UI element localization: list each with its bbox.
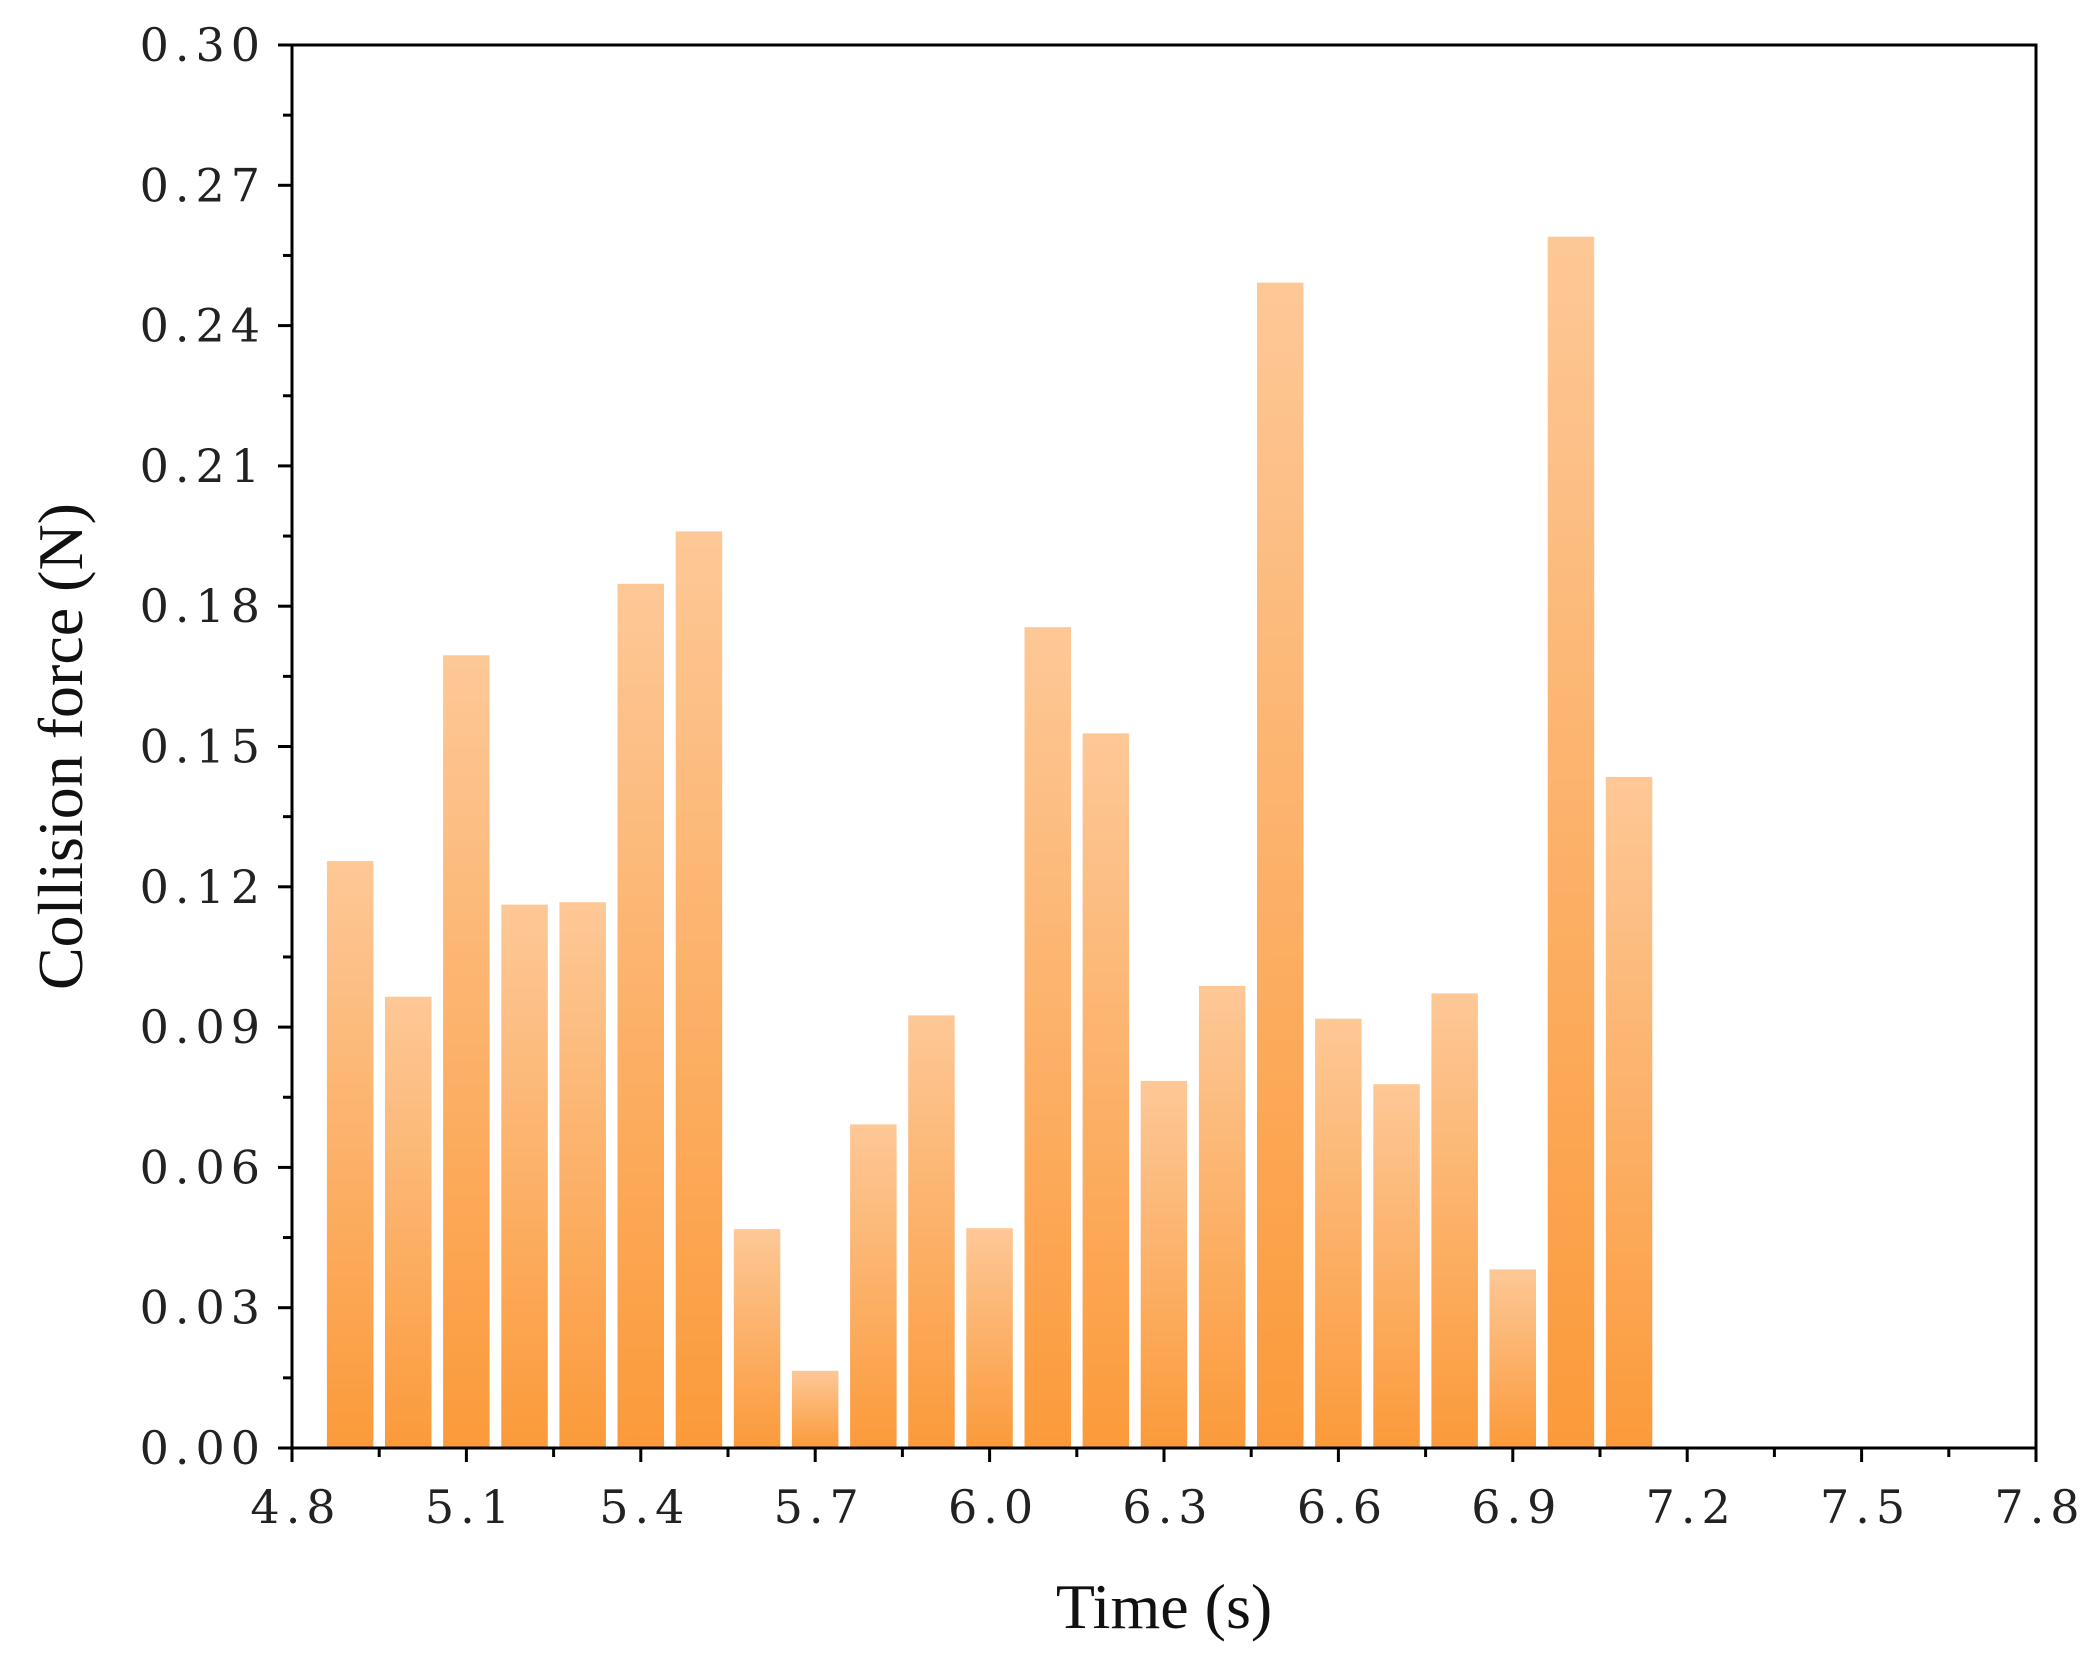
x-tick-label: 6.3: [1122, 1480, 1213, 1534]
bar-11: [966, 1228, 1013, 1448]
bar-22: [1605, 776, 1653, 1448]
x-tick-label: 7.2: [1646, 1480, 1737, 1534]
bar-14: [1140, 1080, 1188, 1448]
bar-17: [1315, 1018, 1362, 1448]
y-axis-title: Collision force (N): [25, 503, 96, 990]
y-axis: 0.00 0.03 0.06 0.09 0.12 0.15 0.18 0.21 0.24 0.27…: [140, 18, 292, 1475]
x-tick-label: 5.4: [599, 1480, 690, 1534]
bar-12: [1024, 627, 1071, 1448]
y-tick-label: 0.15: [140, 720, 266, 774]
bar-20: [1489, 1269, 1536, 1448]
bar-4: [559, 902, 606, 1448]
x-tick-label: 7.8: [1994, 1480, 2085, 1534]
bar-16: [1257, 282, 1304, 1449]
y-tick-label: 0.30: [140, 18, 266, 72]
y-tick-label: 0.06: [140, 1140, 266, 1194]
x-tick-label: 6.6: [1297, 1480, 1388, 1534]
bar-6: [675, 531, 723, 1448]
bar-9: [850, 1124, 897, 1448]
x-axis-title: Time (s): [1056, 1571, 1272, 1642]
bar-7: [733, 1229, 781, 1448]
bar-0: [326, 861, 374, 1448]
bar-5: [617, 583, 664, 1448]
bar-8: [791, 1370, 839, 1448]
bar-18: [1373, 1084, 1420, 1448]
x-tick-label: 5.7: [774, 1480, 865, 1534]
x-tick-label: 6.9: [1471, 1480, 1562, 1534]
y-tick-label: 0.27: [140, 158, 266, 212]
bar-3: [501, 904, 548, 1448]
bar-2: [443, 655, 490, 1448]
y-tick-label: 0.21: [140, 439, 266, 493]
bar-21: [1547, 236, 1595, 1449]
y-tick-label: 0.03: [140, 1281, 266, 1335]
y-tick-label: 0.12: [140, 860, 266, 914]
x-tick-label: 6.0: [948, 1480, 1039, 1534]
bar-1: [385, 996, 432, 1448]
x-tick-label: 7.5: [1820, 1480, 1911, 1534]
x-axis: 4.8 5.1 5.4 5.7 6.0 6.3 6.6 6.9 7.2 7.5 7.8: [250, 1448, 2085, 1534]
bar-10: [908, 1015, 955, 1448]
bars-group: [326, 236, 1653, 1449]
x-tick-label: 4.8: [250, 1480, 341, 1534]
bar-15: [1198, 985, 1246, 1448]
bar-13: [1082, 733, 1130, 1448]
y-tick-label: 0.18: [140, 579, 266, 633]
x-tick-label: 5.1: [425, 1480, 516, 1534]
y-tick-label: 0.24: [140, 299, 266, 353]
bar-19: [1431, 993, 1478, 1448]
plot-frame: [290, 43, 2038, 1450]
y-tick-label: 0.09: [140, 1000, 266, 1054]
y-tick-label: 0.00: [140, 1421, 266, 1475]
